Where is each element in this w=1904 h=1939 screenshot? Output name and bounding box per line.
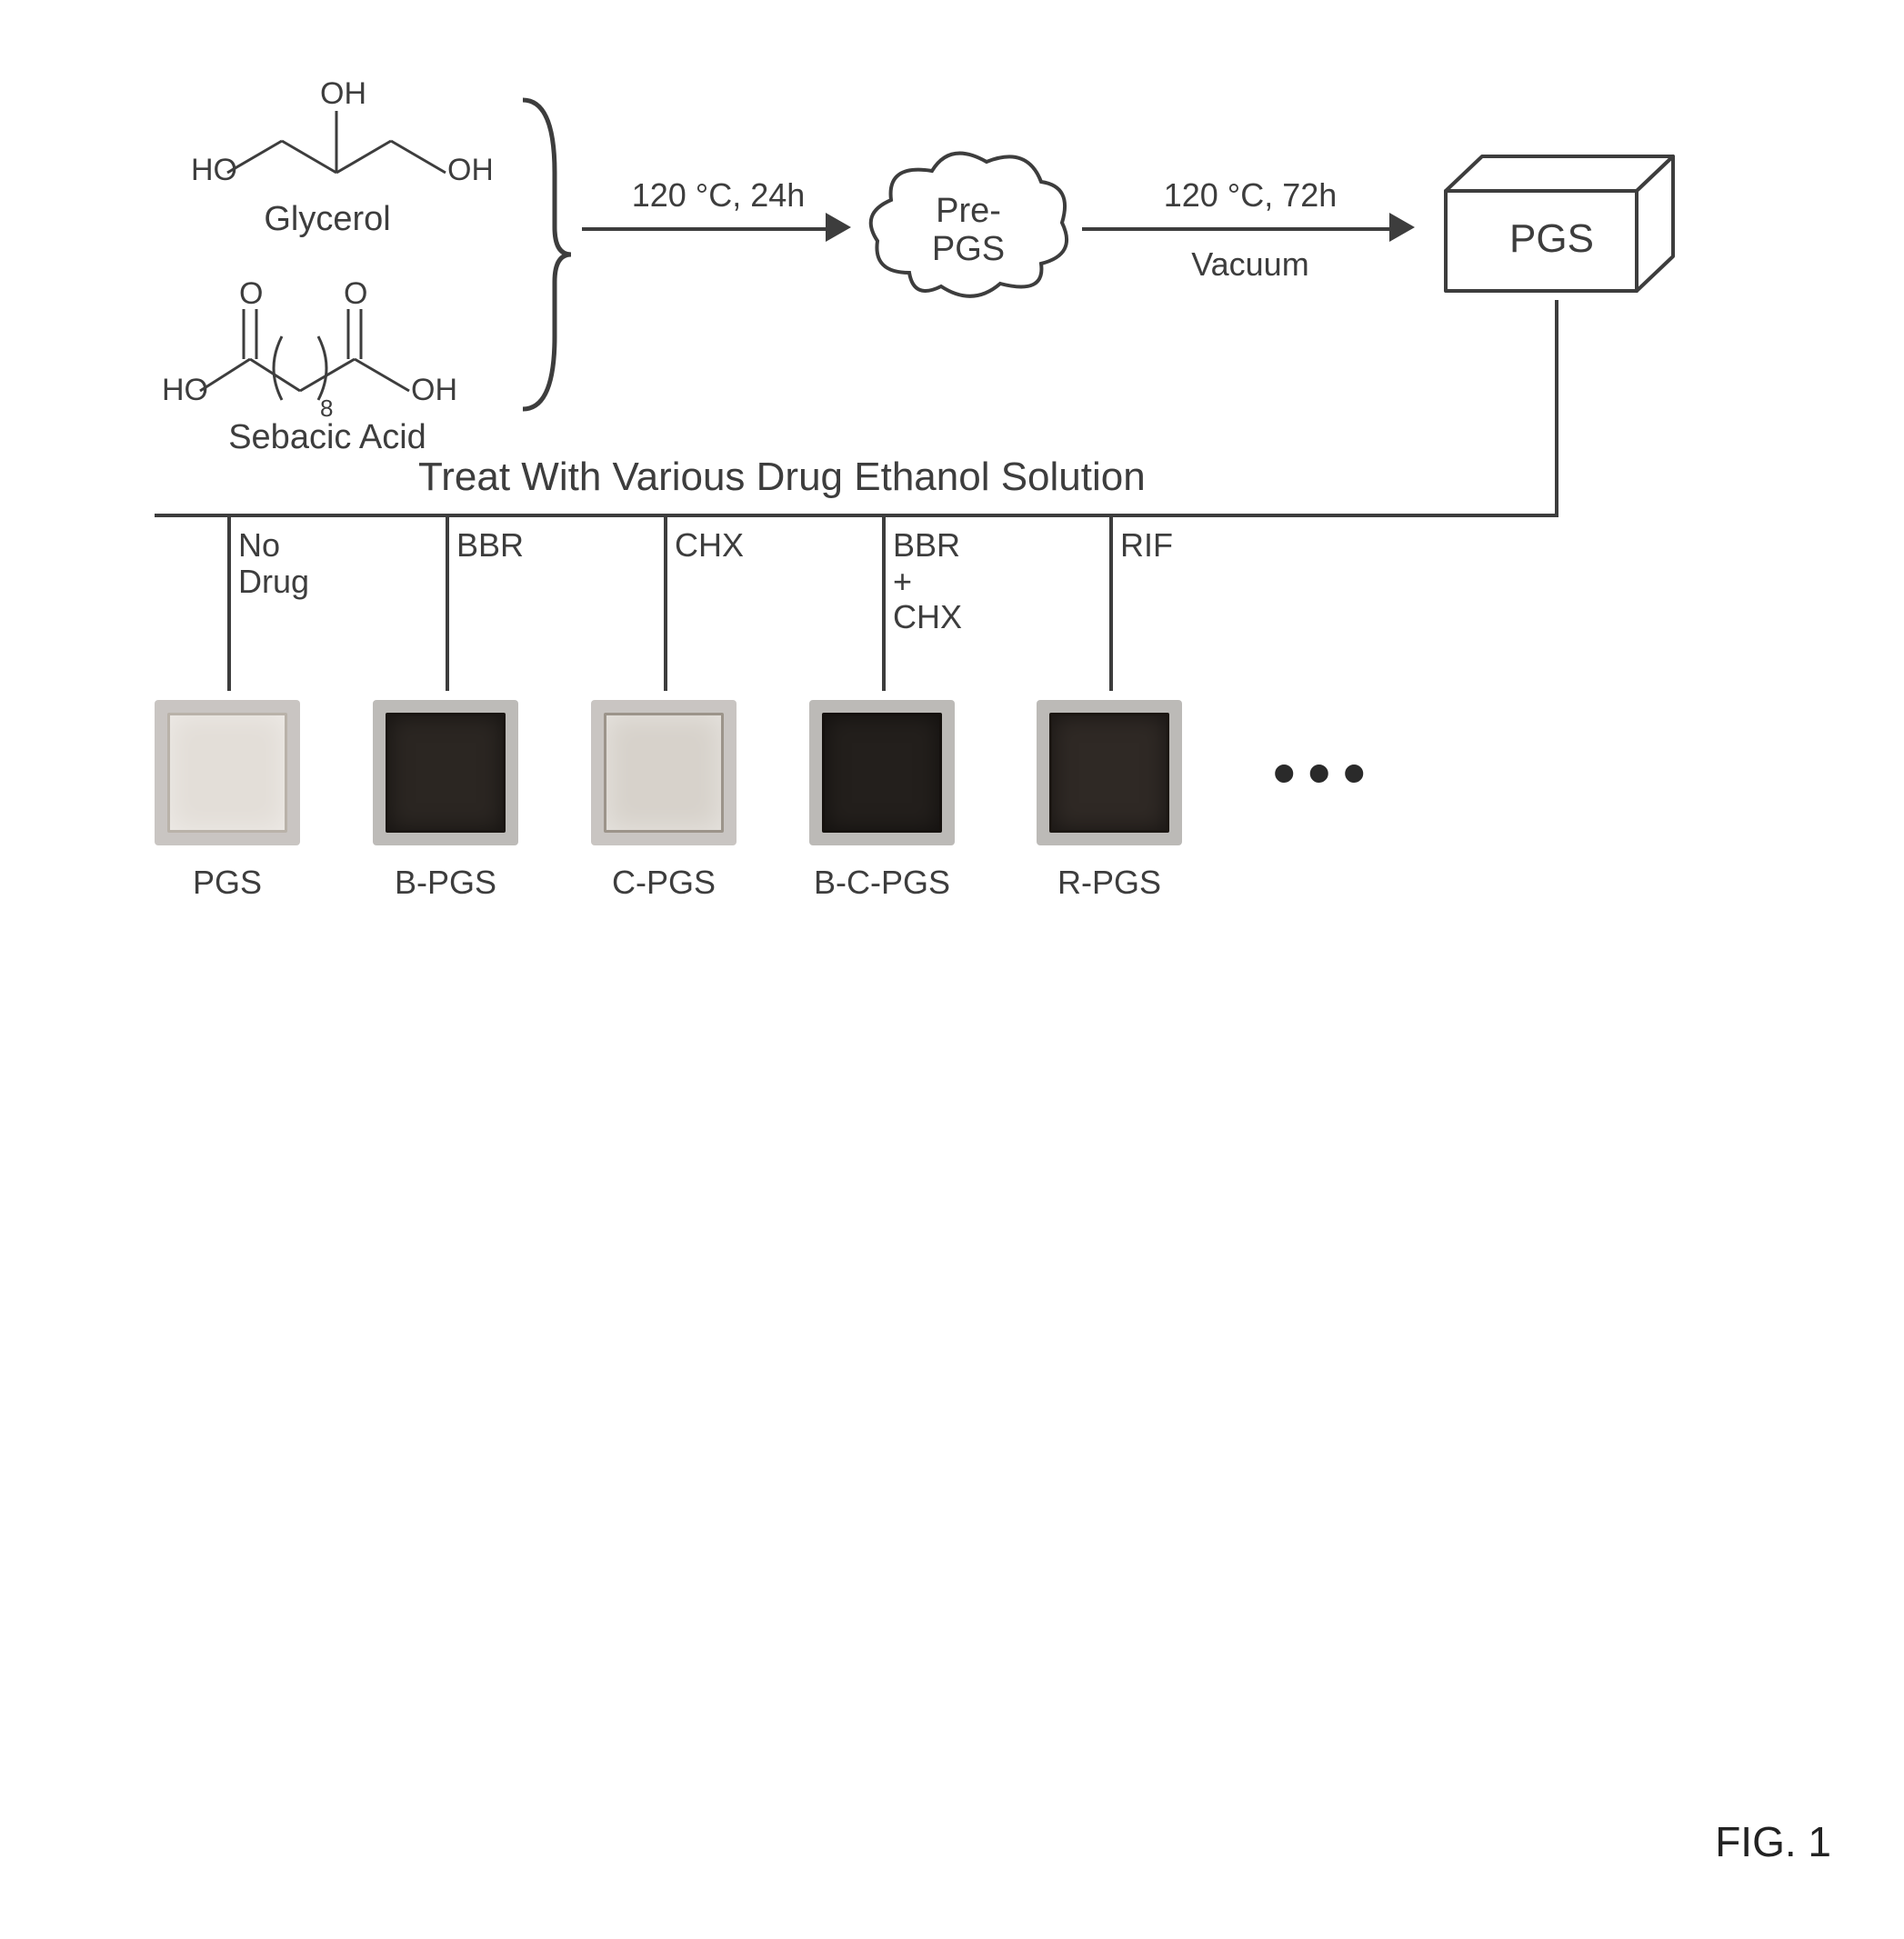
branch-top-label: NoDrug xyxy=(238,527,347,599)
svg-text:HO: HO xyxy=(162,373,208,407)
svg-text:O: O xyxy=(344,276,367,311)
sample-swatch xyxy=(809,700,955,845)
glycerol-block: HO OH OH Glycerol xyxy=(145,64,509,239)
sample-caption: R-PGS xyxy=(1009,864,1209,902)
figure-caption: FIG. 1 xyxy=(1715,1817,1831,1866)
branch-top-label: BBR+CHX xyxy=(893,527,1002,635)
svg-text:OH: OH xyxy=(447,153,491,187)
sample-swatch xyxy=(155,700,300,845)
arrow2-condition-bot: Vacuum xyxy=(1082,245,1418,284)
branch-vline xyxy=(227,514,231,691)
prepgs-cloud: Pre- PGS xyxy=(864,145,1073,309)
branch-vline xyxy=(446,514,449,691)
arrow2-condition-top: 120 °C, 72h xyxy=(1082,176,1418,215)
reaction-arrow-1: 120 °C, 24h xyxy=(582,218,855,273)
reaction-arrow-2: 120 °C, 72h Vacuum xyxy=(1082,218,1418,273)
pgs-box: PGS xyxy=(1428,145,1682,300)
arrow1-condition: 120 °C, 24h xyxy=(582,176,855,215)
sample-swatch xyxy=(591,700,737,845)
prepgs-label: Pre- PGS xyxy=(864,193,1073,269)
svg-text:8: 8 xyxy=(320,395,333,418)
sample-swatch xyxy=(1037,700,1182,845)
treat-title: Treat With Various Drug Ethanol Solution xyxy=(418,455,1146,500)
branch-hline xyxy=(155,514,1558,517)
prepgs-line1: Pre- xyxy=(936,192,1001,230)
glycerol-structure: HO OH OH xyxy=(164,64,491,200)
branch-top-label: RIF xyxy=(1120,527,1229,564)
glycerol-label: Glycerol xyxy=(145,200,509,239)
branch-vline xyxy=(664,514,667,691)
sebacic-structure: HO O O OH 8 xyxy=(145,264,509,418)
sebacic-label: Sebacic Acid xyxy=(145,418,509,457)
branch-vline xyxy=(1109,514,1113,691)
sample-swatch xyxy=(373,700,518,845)
ellipsis-dots: ••• xyxy=(1273,736,1378,809)
connector-pgs-down xyxy=(1555,300,1558,514)
svg-text:HO: HO xyxy=(191,153,237,187)
sample-caption: PGS xyxy=(127,864,327,902)
branch-top-label: BBR xyxy=(456,527,566,564)
sample-caption: B-PGS xyxy=(346,864,546,902)
svg-text:O: O xyxy=(239,276,263,311)
figure-diagram: HO OH OH Glycerol HO O O xyxy=(127,64,1728,927)
sample-caption: C-PGS xyxy=(564,864,764,902)
branch-top-label: CHX xyxy=(675,527,784,564)
svg-text:OH: OH xyxy=(320,76,366,111)
sample-caption: B-C-PGS xyxy=(782,864,982,902)
svg-text:OH: OH xyxy=(411,373,457,407)
branch-vline xyxy=(882,514,886,691)
sebacic-block: HO O O OH 8 Sebacic Acid xyxy=(145,264,509,457)
pgs-label: PGS xyxy=(1509,216,1594,262)
prepgs-line2: PGS xyxy=(932,230,1005,268)
reactant-bracket xyxy=(518,91,573,418)
